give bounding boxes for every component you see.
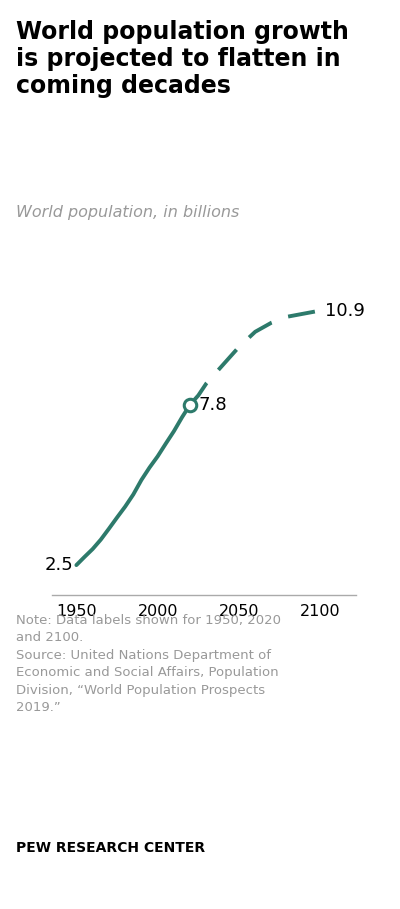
Text: PEW RESEARCH CENTER: PEW RESEARCH CENTER [16,841,205,854]
Text: 7.8: 7.8 [198,395,227,414]
Text: 10.9: 10.9 [325,302,365,320]
Text: World population, in billions: World population, in billions [16,205,239,220]
Text: 2.5: 2.5 [44,556,73,574]
Text: Note: Data labels shown for 1950, 2020
and 2100.
Source: United Nations Departme: Note: Data labels shown for 1950, 2020 a… [16,614,281,714]
Text: World population growth
is projected to flatten in
coming decades: World population growth is projected to … [16,20,349,97]
